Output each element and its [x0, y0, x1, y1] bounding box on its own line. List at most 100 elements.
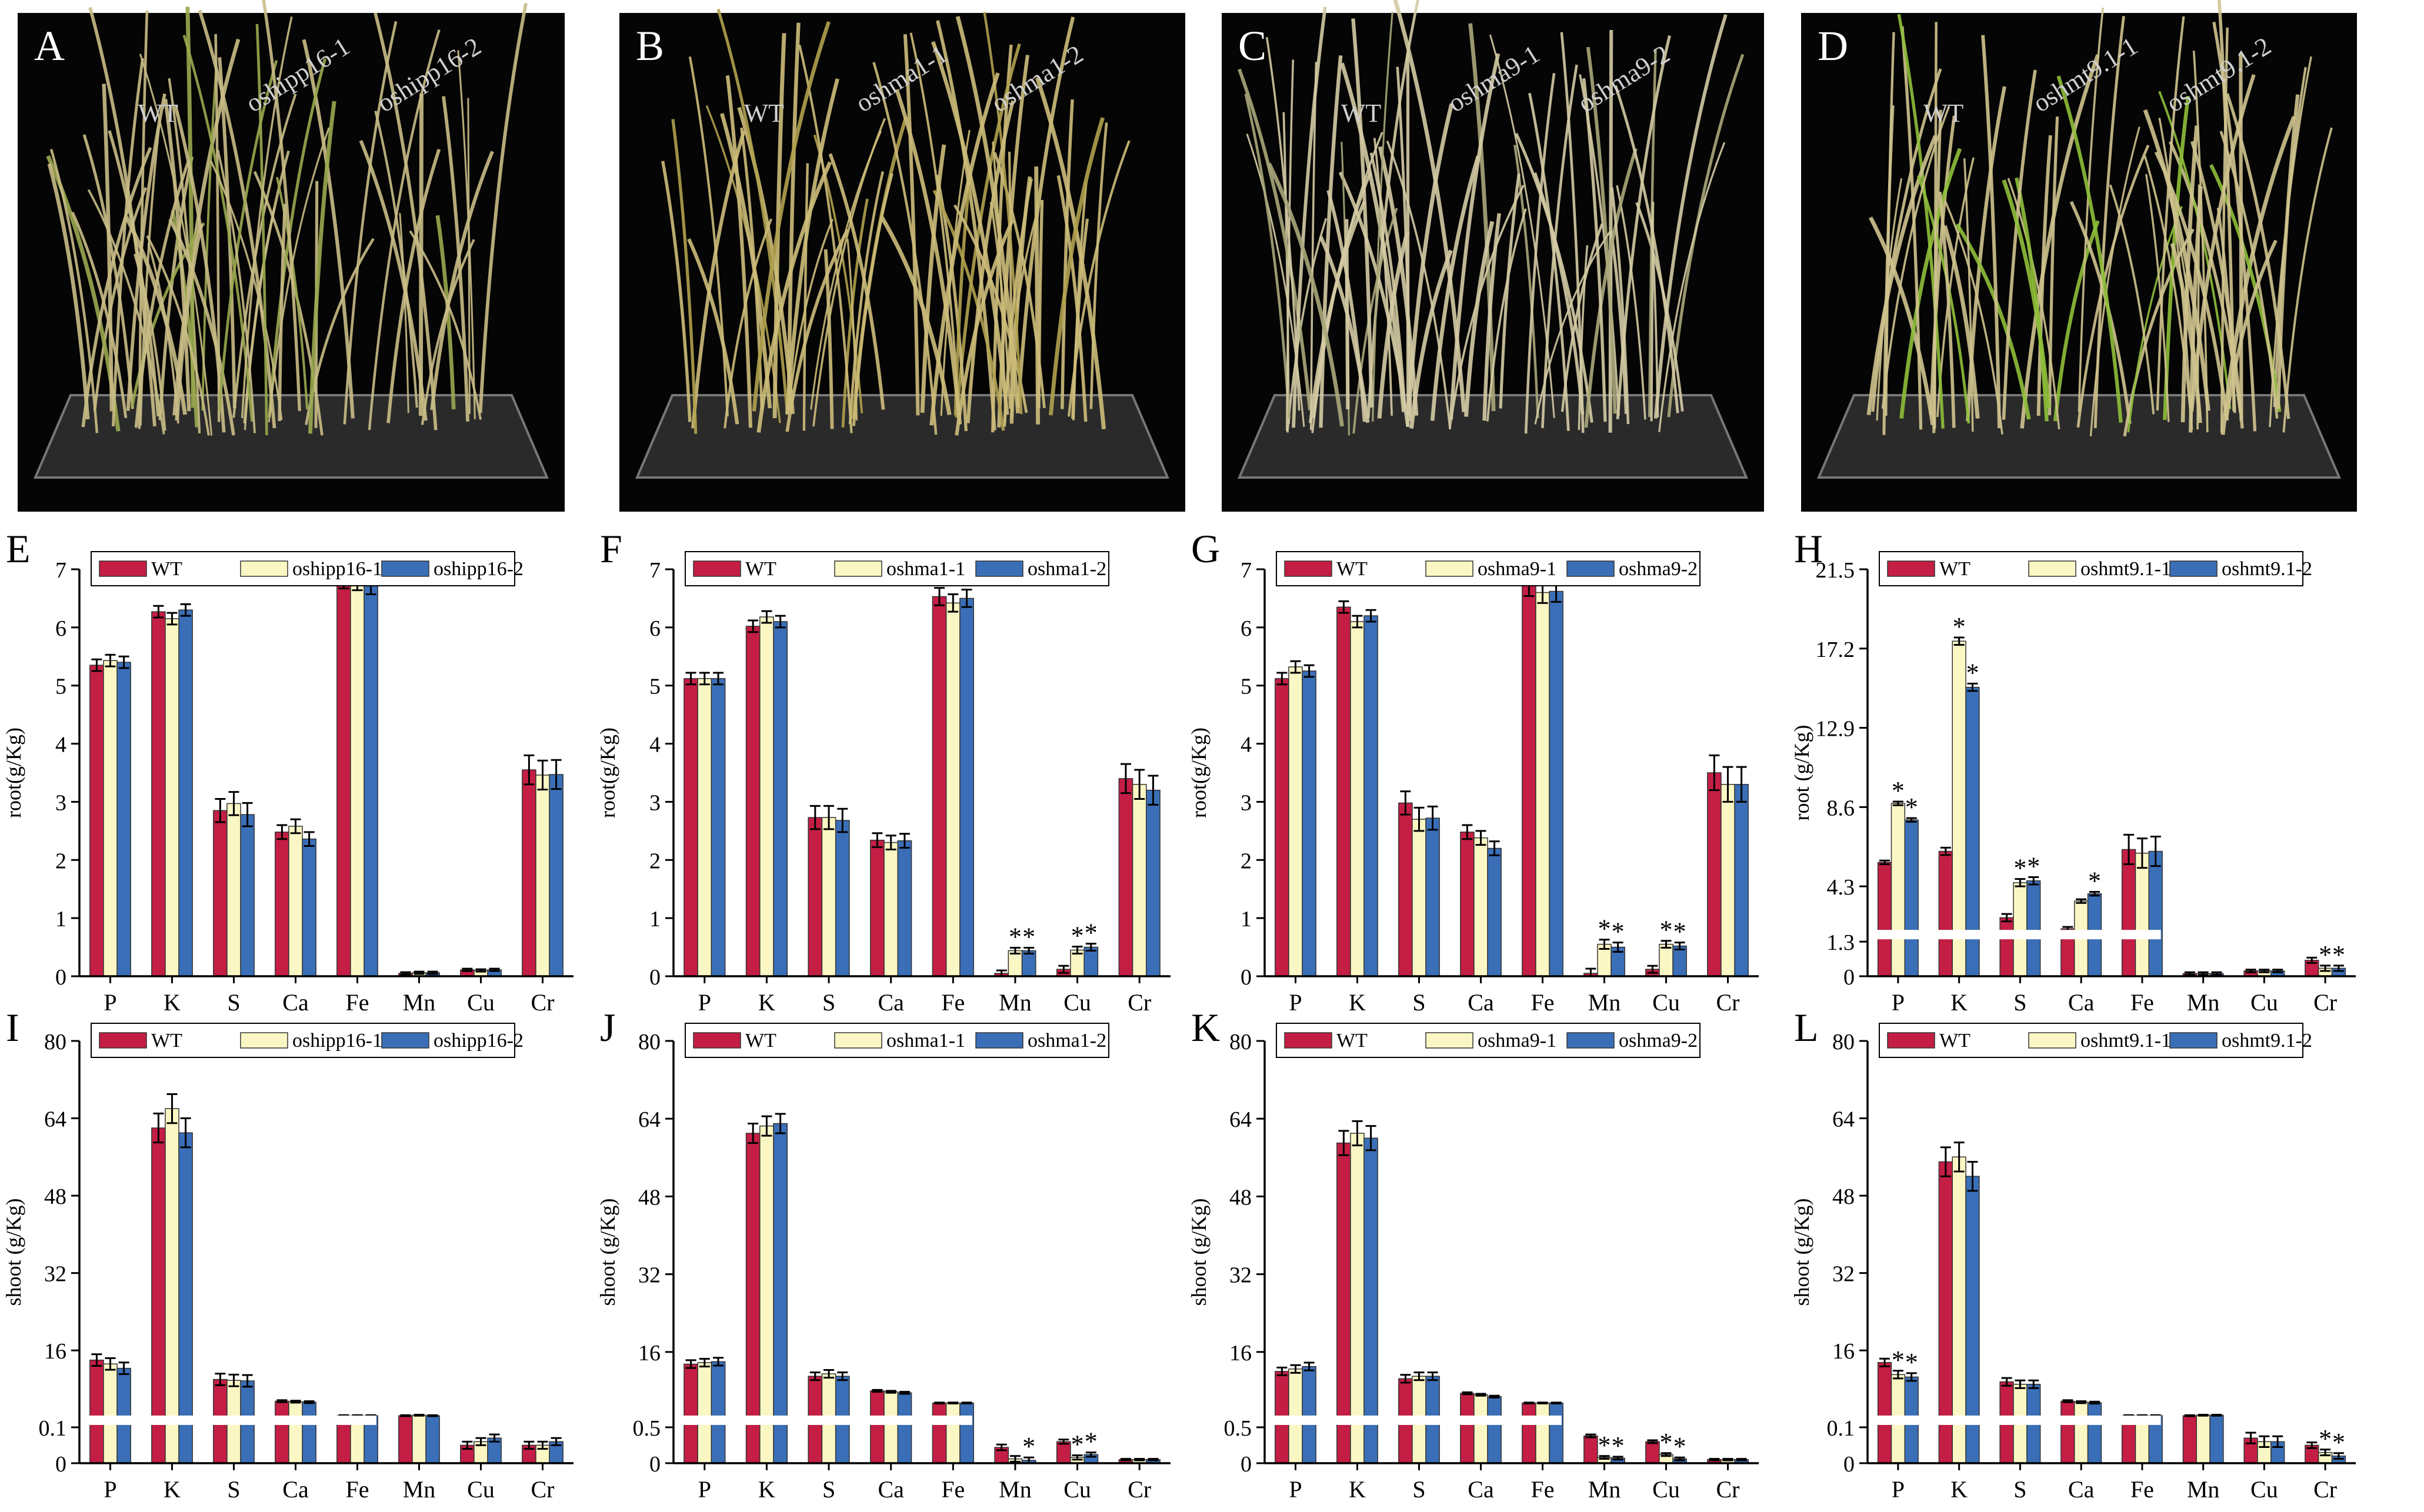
rice-seedling — [1489, 34, 1555, 418]
rice-seedling — [1616, 35, 1671, 419]
x-tick-label: K — [1349, 989, 1366, 1016]
bar-oshmt9.1-2 — [2209, 1414, 2224, 1464]
legend-label: oshma1-1 — [886, 1030, 965, 1052]
rice-seedling — [2109, 184, 2155, 415]
y-tick-label: 4.3 — [1827, 875, 1855, 900]
x-tick-label: K — [758, 1476, 775, 1503]
rice-seedling — [1582, 78, 1607, 422]
x-tick-label: P — [1289, 989, 1302, 1016]
bar-oshma9-1 — [1721, 784, 1735, 977]
rice-seedling — [1868, 216, 1935, 426]
bar-oshmt9.1-2 — [2148, 850, 2163, 977]
legend-label: oshma1-2 — [1028, 1030, 1106, 1052]
rice-seedling — [1448, 184, 1525, 429]
legend-label: WT — [1939, 558, 1970, 580]
rice-seedling — [2145, 173, 2170, 422]
rice-seedling — [2156, 16, 2185, 411]
bar-WT — [1056, 1441, 1071, 1464]
rice-seedling — [872, 62, 938, 435]
legend-label: WT — [151, 1030, 182, 1052]
x-tick-label: Ca — [2068, 1476, 2095, 1503]
significance-star: * — [1673, 1432, 1686, 1461]
rice-seedling — [2143, 155, 2193, 430]
bar-oshma9-1 — [1350, 1133, 1365, 1464]
rice-seedling — [268, 58, 327, 418]
y-tick-label: 0 — [1241, 965, 1252, 990]
x-tick-label: K — [164, 989, 181, 1016]
significance-star: * — [1085, 919, 1098, 947]
x-tick-label: Fe — [941, 1476, 965, 1503]
bar-WT — [1275, 678, 1289, 977]
legend-swatch — [1566, 1032, 1615, 1049]
x-tick-label: P — [1892, 989, 1905, 1016]
axis-break-band — [1858, 930, 2161, 940]
rice-seedling — [2188, 186, 2203, 433]
rice-seedling — [1468, 23, 1496, 411]
rice-seedling — [1285, 59, 1295, 431]
rice-seedling — [671, 119, 698, 434]
significance-star: * — [2332, 1428, 2345, 1457]
x-tick-label: Ca — [282, 989, 309, 1016]
rice-seedling — [1386, 141, 1452, 430]
bar-oshma9-2 — [1672, 945, 1687, 977]
significance-star: * — [1071, 922, 1084, 950]
y-tick-label: 16 — [1229, 1341, 1252, 1366]
bar-oshma9-2 — [1302, 670, 1316, 977]
rice-seedling — [138, 10, 149, 429]
x-tick-label: K — [1950, 989, 1968, 1016]
y-tick-label: 1 — [55, 907, 66, 932]
y-tick-label: 6 — [649, 616, 661, 641]
panel-letter-e: E — [6, 526, 31, 571]
y-axis-label: root(g/Kg) — [2, 727, 25, 818]
y-tick-label: 3 — [55, 790, 66, 815]
x-tick-label: Fe — [1531, 1476, 1555, 1503]
bar-oshma1-2 — [773, 621, 788, 977]
bar-oshma9-1 — [1473, 837, 1488, 977]
bar-oshma9-2 — [1302, 1366, 1316, 1464]
rice-seedling — [1003, 178, 1033, 427]
rice-seedling — [81, 146, 152, 428]
legend-label: oshma9-2 — [1619, 1030, 1698, 1052]
x-tick-label: P — [104, 1476, 116, 1503]
x-tick-label: Mn — [403, 989, 436, 1016]
x-tick-label: S — [822, 989, 835, 1016]
bar-WT — [683, 678, 698, 977]
rice-seedling — [1658, 142, 1726, 432]
rice-seedling — [2218, 0, 2236, 412]
bar-oshma1-1 — [759, 1125, 774, 1464]
rice-seedling — [1653, 14, 1728, 419]
genotype-label: WT — [138, 99, 179, 128]
rice-seedling — [852, 173, 893, 426]
bar-oshma1-2 — [897, 840, 912, 977]
legend-label: oshipp16-2 — [434, 558, 524, 580]
rice-seedling — [2048, 116, 2059, 416]
bar-oshmt9.1-1 — [2073, 1401, 2089, 1464]
y-tick-label: 4 — [1241, 733, 1252, 757]
significance-star: * — [1660, 1428, 1673, 1457]
bar-WT — [1938, 850, 1953, 977]
x-tick-label: S — [1412, 1476, 1425, 1503]
y-tick-label: 64 — [638, 1107, 661, 1132]
x-tick-label: Fe — [346, 989, 369, 1016]
y-tick-label: 1 — [649, 907, 661, 932]
rice-seedling — [955, 219, 1015, 436]
rice-seedling — [255, 24, 268, 435]
legend-box — [1879, 551, 2303, 586]
y-tick-label: 0.1 — [39, 1416, 67, 1441]
rice-seedling — [1061, 99, 1074, 409]
rice-seedling — [1016, 16, 1075, 408]
bar-oshmt9.1-2 — [1904, 819, 1919, 977]
bar-oshma1-2 — [773, 1123, 788, 1464]
rice-seedling — [1449, 53, 1501, 420]
bar-oshma1-2 — [1146, 789, 1161, 977]
significance-star: * — [1071, 1430, 1084, 1459]
bar-WT — [213, 810, 228, 977]
legend-box — [91, 551, 515, 586]
x-tick-label: Cu — [1652, 989, 1680, 1016]
bar-oshipp16-1 — [288, 1401, 303, 1464]
bar-WT — [1522, 585, 1536, 977]
legend-label: oshipp16-1 — [292, 1030, 382, 1052]
